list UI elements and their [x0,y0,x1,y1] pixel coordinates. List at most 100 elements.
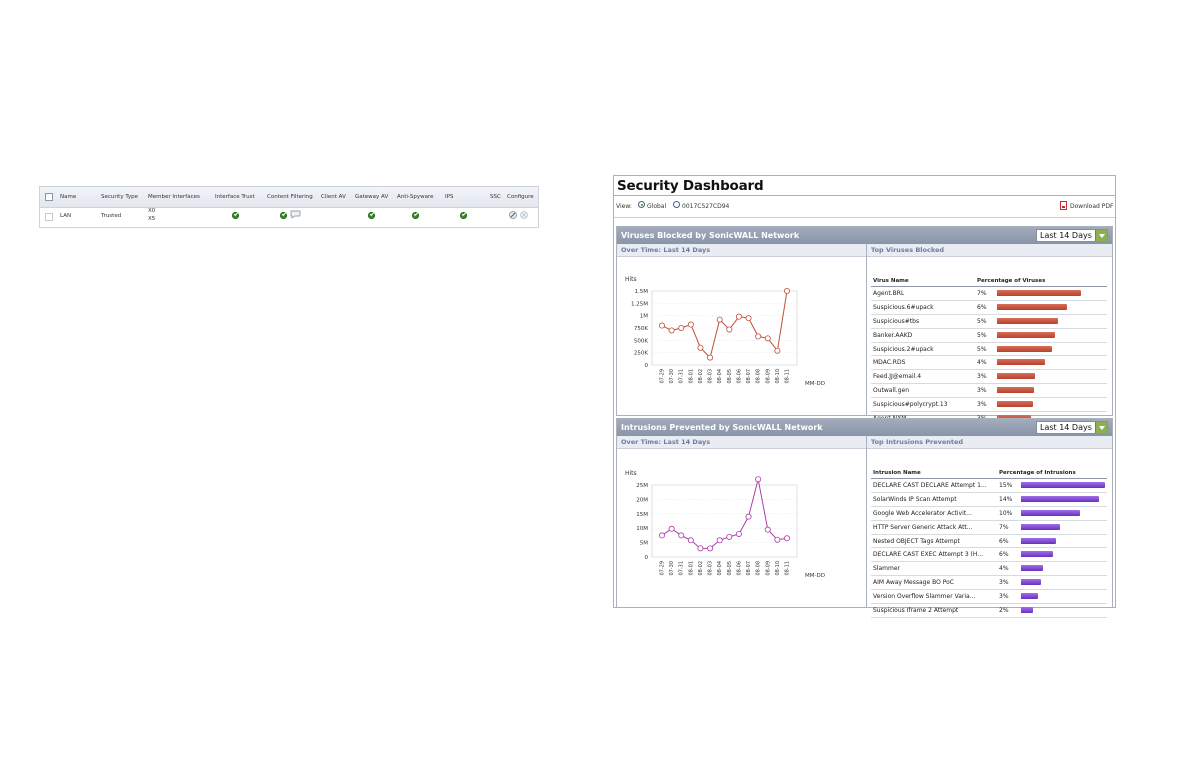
col-name[interactable]: Name [60,194,77,200]
item-percentage: 3% [999,579,1009,587]
item-percentage: 3% [977,387,987,395]
comment-icon[interactable] [290,210,301,219]
intrusions-period-value: Last 14 Days [1040,423,1092,432]
table-row[interactable]: LAN Trusted X0 X5 [40,207,538,227]
item-name: SolarWinds IP Scan Attempt [873,495,957,503]
item-name: HTTP Server Generic Attack Att... [873,523,973,531]
item-percentage: 3% [999,593,1009,601]
top-intrusions-header: Intrusion Name Percentage of Intrusions [871,467,1107,479]
row-checkbox[interactable] [45,213,53,221]
item-percentage-bar [997,387,1035,394]
delete-icon[interactable] [520,211,528,219]
item-percentage: 5% [977,317,987,325]
item-percentage-bar [1021,509,1080,516]
intrusions-top-header: Top Intrusions Prevented [867,436,1112,449]
col-configure: Configure [507,194,534,200]
item-percentage: 2% [999,607,1009,615]
x-tick-label: 08-04 [717,561,723,576]
col-member-interfaces[interactable]: Member Interfaces [148,194,200,200]
y-tick-label: 0 [645,363,649,369]
item-name: Nested OBJECT Tags Attempt [873,537,960,545]
download-pdf-link[interactable]: Download PDF [1070,203,1114,210]
data-point [764,526,771,533]
col-ips[interactable]: IPS [445,194,454,200]
col-content-filtering[interactable]: Content Filtering [267,194,313,200]
col-client-av[interactable]: Client AV [321,194,346,200]
item-percentage: 10% [999,509,1013,517]
view-global-label[interactable]: Global [647,203,667,210]
x-tick-label: 07-29 [660,561,666,576]
y-axis-label: Hits [625,470,637,477]
data-point [659,532,666,539]
data-point [774,347,781,354]
item-percentage: 5% [977,331,987,339]
item-name: Suspicious#polycrypt.13 [873,401,948,409]
item-name: Banker.AAKD [873,331,913,339]
anti-spyware-check-icon [412,212,419,219]
data-point [735,313,742,320]
edit-icon[interactable] [509,211,517,219]
view-device-radio[interactable] [673,201,680,208]
data-point [668,327,675,334]
item-percentage-bar [1021,607,1034,614]
select-all-checkbox[interactable] [45,193,53,201]
x-tick-label: 08-01 [688,561,694,576]
data-point [755,476,762,483]
col-security-type[interactable]: Security Type [101,194,138,200]
list-item: HTTP Server Generic Attack Att... 7% [871,521,1107,535]
y-tick-label: 250K [634,351,648,357]
chevron-down-icon[interactable] [1095,230,1107,241]
interface-trust-check-icon [232,212,239,219]
viruses-period-value: Last 14 Days [1040,231,1092,240]
intrusions-divider [866,436,867,607]
item-percentage-bar [1021,593,1038,600]
col-ssc[interactable]: SSC [490,194,501,200]
data-point [755,333,762,340]
x-tick-label: 08-10 [775,369,781,384]
view-device-label[interactable]: 0017C527CD94 [682,203,730,210]
viruses-section: Viruses Blocked by SonicWALL Network Las… [616,226,1113,426]
col-interface-trust[interactable]: Interface Trust [215,194,255,200]
ips-check-icon [460,212,467,219]
x-tick-label: 07-30 [669,561,675,576]
view-global-radio[interactable] [638,201,645,208]
x-tick-label: 08-03 [708,561,714,576]
plot-area [651,484,798,558]
viruses-top-title: Top Viruses Blocked [871,246,945,254]
view-bar: View: Global 0017C527CD94 Download PDF [614,200,1115,214]
item-percentage-bar [997,317,1059,324]
chevron-down-icon[interactable] [1095,422,1107,433]
item-name: Google Web Accelerator Activit... [873,509,972,517]
intrusions-top-title: Top Intrusions Prevented [871,438,964,446]
view-divider [614,217,1115,218]
page-title: Security Dashboard [617,178,764,194]
viruses-period-select[interactable]: Last 14 Days [1036,229,1108,242]
data-point [707,545,714,552]
intrusions-period-select[interactable]: Last 14 Days [1036,421,1108,434]
viruses-over-time-title: Over Time: Last 14 Days [621,246,711,254]
x-tick-label: 07-29 [660,369,666,384]
item-name: AIM Away Message BO PoC [873,579,954,587]
item-name: Suspicious.6#upack [873,303,934,311]
x-axis-label: MM-DD [805,381,825,387]
x-tick-label: 08-06 [736,561,742,576]
x-tick-label: 08-09 [765,369,771,384]
intrusions-over-time-title: Over Time: Last 14 Days [621,438,711,446]
y-tick-label: 750K [634,326,648,332]
list-item: Feed.JJ@email.4 3% [871,370,1107,385]
item-percentage: 6% [999,537,1009,545]
col-anti-spyware[interactable]: Anti-Spyware [397,194,434,200]
item-percentage-bar [997,345,1053,352]
y-tick-label: 15M [636,512,648,518]
list-item: Suspicious.2#upack 5% [871,343,1107,357]
x-tick-label: 08-05 [727,561,733,576]
col-gateway-av[interactable]: Gateway AV [355,194,389,200]
y-tick-label: 500K [634,338,648,344]
list-item: Suspicious#polycrypt.13 3% [871,398,1107,413]
zone-name: LAN [60,213,72,219]
item-percentage: 14% [999,495,1013,503]
item-percentage-bar [1021,482,1105,488]
list-item: SolarWinds IP Scan Attempt 14% [871,493,1107,507]
data-point [668,525,675,532]
pdf-icon[interactable] [1060,201,1067,210]
